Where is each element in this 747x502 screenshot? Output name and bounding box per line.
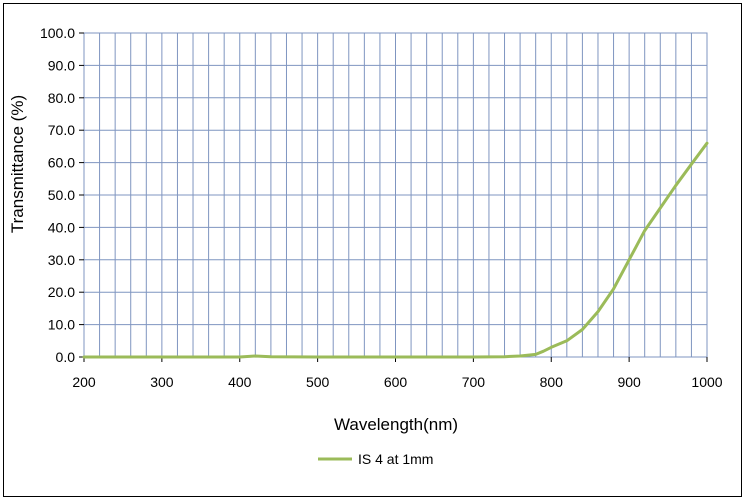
y-tick-label: 40.0 [48, 219, 75, 235]
x-tick-label: 400 [228, 374, 252, 390]
x-tick-label: 300 [150, 374, 174, 390]
x-tick-label: 500 [306, 374, 330, 390]
legend-label-is4: IS 4 at 1mm [358, 451, 433, 467]
y-axis-ticks: 0.0 10.0 20.0 30.0 40.0 50.0 60.0 70.0 80.0 90.0 1… [40, 25, 84, 365]
y-tick-label: 0.0 [56, 349, 76, 365]
y-tick-label: 90.0 [48, 57, 75, 73]
x-axis-ticks: 200 300 400 500 600 700 800 900 1000 [72, 357, 723, 390]
y-tick-label: 100.0 [40, 25, 75, 41]
y-tick-label: 70.0 [48, 122, 75, 138]
y-tick-label: 60.0 [48, 155, 75, 171]
y-tick-label: 80.0 [48, 90, 75, 106]
x-tick-label: 900 [617, 374, 641, 390]
grid [83, 32, 708, 358]
y-tick-label: 10.0 [48, 317, 75, 333]
y-axis-title: Transmittance (%) [8, 95, 27, 233]
x-tick-label: 700 [462, 374, 486, 390]
x-tick-label: 1000 [691, 374, 722, 390]
chart-frame [3, 3, 742, 497]
legend: IS 4 at 1mm [318, 451, 433, 467]
series-line-is4 [82, 141, 709, 359]
y-tick-label: 30.0 [48, 252, 75, 268]
x-axis-title: Wavelength(nm) [334, 415, 458, 434]
x-tick-label: 800 [540, 374, 564, 390]
y-tick-label: 50.0 [48, 187, 75, 203]
series-layer [82, 141, 709, 359]
x-tick-label: 600 [384, 374, 408, 390]
y-tick-label: 20.0 [48, 284, 75, 300]
x-tick-label: 200 [72, 374, 96, 390]
